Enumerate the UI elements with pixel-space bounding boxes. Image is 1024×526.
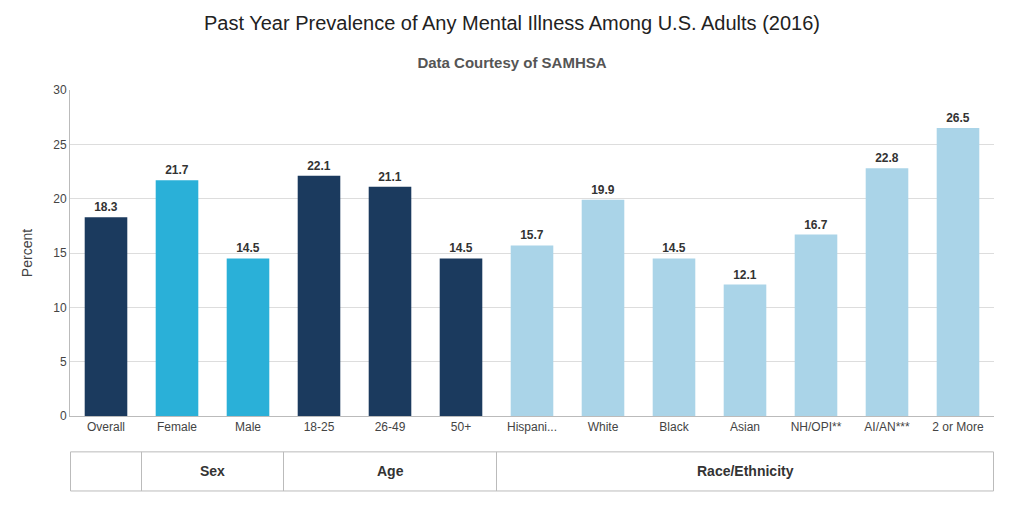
svg-text:18.3: 18.3 bbox=[94, 200, 118, 214]
svg-text:White: White bbox=[588, 420, 619, 434]
svg-text:Sex: Sex bbox=[200, 463, 225, 479]
svg-text:Black: Black bbox=[659, 420, 689, 434]
svg-text:AI/AN***: AI/AN*** bbox=[864, 420, 910, 434]
svg-text:21.1: 21.1 bbox=[378, 170, 402, 184]
svg-text:15.7: 15.7 bbox=[520, 228, 544, 242]
svg-text:Data Courtesy of SAMHSA: Data Courtesy of SAMHSA bbox=[417, 54, 606, 71]
svg-text:0: 0 bbox=[60, 409, 67, 423]
svg-text:22.8: 22.8 bbox=[875, 151, 899, 165]
svg-text:14.5: 14.5 bbox=[236, 241, 260, 255]
svg-text:Past Year Prevalence of Any Me: Past Year Prevalence of Any Mental Illne… bbox=[204, 12, 820, 34]
svg-text:19.9: 19.9 bbox=[591, 183, 615, 197]
svg-text:21.7: 21.7 bbox=[165, 163, 189, 177]
svg-text:Overall: Overall bbox=[87, 420, 125, 434]
svg-text:Female: Female bbox=[157, 420, 197, 434]
svg-text:Age: Age bbox=[377, 463, 404, 479]
svg-text:Race/Ethnicity: Race/Ethnicity bbox=[697, 463, 794, 479]
svg-text:25: 25 bbox=[53, 138, 67, 152]
svg-text:Male: Male bbox=[235, 420, 261, 434]
svg-text:NH/OPI**: NH/OPI** bbox=[791, 420, 842, 434]
svg-text:16.7: 16.7 bbox=[804, 218, 828, 232]
svg-text:Percent: Percent bbox=[19, 229, 35, 277]
svg-text:50+: 50+ bbox=[451, 420, 471, 434]
svg-text:12.1: 12.1 bbox=[733, 268, 757, 282]
svg-text:15: 15 bbox=[53, 246, 67, 260]
svg-text:2 or More: 2 or More bbox=[932, 420, 984, 434]
svg-text:26-49: 26-49 bbox=[375, 420, 406, 434]
svg-text:10: 10 bbox=[53, 301, 67, 315]
svg-text:Hispani...: Hispani... bbox=[507, 420, 557, 434]
svg-text:26.5: 26.5 bbox=[946, 111, 970, 125]
svg-text:14.5: 14.5 bbox=[662, 241, 686, 255]
svg-text:30: 30 bbox=[53, 83, 67, 97]
svg-text:22.1: 22.1 bbox=[307, 159, 331, 173]
svg-text:Asian: Asian bbox=[730, 420, 760, 434]
svg-text:14.5: 14.5 bbox=[449, 241, 473, 255]
svg-text:20: 20 bbox=[53, 192, 67, 206]
svg-text:18-25: 18-25 bbox=[304, 420, 335, 434]
svg-text:5: 5 bbox=[60, 355, 67, 369]
